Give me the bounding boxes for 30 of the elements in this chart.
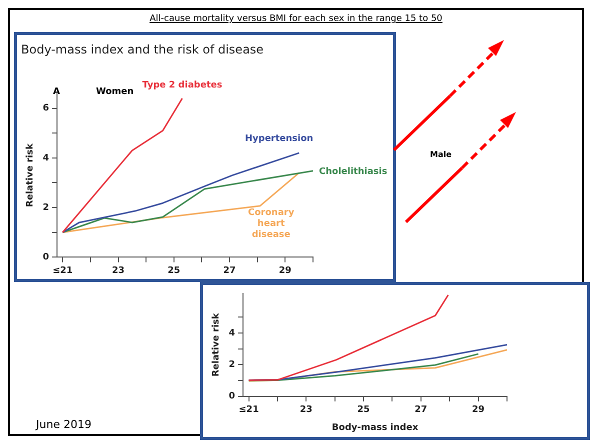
y-tick-label: 6 bbox=[42, 104, 50, 114]
annotation: Women bbox=[96, 87, 134, 97]
x-tick-label: ≤21 bbox=[52, 266, 73, 276]
x-tick-label: 25 bbox=[357, 405, 370, 416]
y-tick-label: 4 bbox=[42, 153, 50, 164]
x-tick-label: 23 bbox=[112, 266, 125, 276]
annotation: A bbox=[53, 87, 60, 97]
series-label: Cholelithiasis bbox=[319, 166, 388, 177]
text: Male bbox=[430, 150, 452, 159]
y-tick-label: 2 bbox=[228, 360, 236, 370]
text: All-cause mortality versus BMI for each sex in the range 15 to 50 bbox=[148, 14, 444, 24]
x-tick-label: 23 bbox=[300, 405, 312, 416]
chart-title: Body-mass index and the risk of disease bbox=[21, 42, 264, 56]
y-tick-label: 2 bbox=[42, 202, 50, 213]
x-tick-label: ≤21 bbox=[238, 405, 259, 416]
series-label: Type 2 diabetes bbox=[142, 80, 222, 90]
y-axis-title: Relative risk bbox=[212, 312, 222, 377]
y-tick-label: 0 bbox=[228, 392, 236, 402]
y-axis-title: Relative risk bbox=[26, 142, 36, 208]
x-tick-label: 29 bbox=[278, 266, 292, 276]
x-tick-label: 29 bbox=[472, 405, 485, 416]
y-tick-label: 4 bbox=[228, 328, 236, 338]
text: June 2019 bbox=[36, 418, 92, 431]
series-label: Coronary heart disease bbox=[248, 208, 294, 240]
x-tick-label: 27 bbox=[414, 405, 428, 416]
series-label: Hypertension bbox=[244, 134, 314, 144]
y-tick-label: 0 bbox=[42, 252, 50, 263]
x-axis-title: Body-mass index bbox=[332, 422, 418, 433]
x-tick-label: 27 bbox=[223, 266, 236, 276]
x-tick-label: 25 bbox=[168, 266, 180, 276]
